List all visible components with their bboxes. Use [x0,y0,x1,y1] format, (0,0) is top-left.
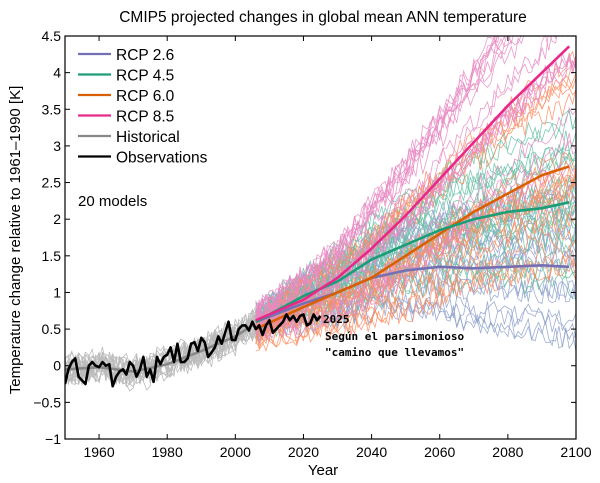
rcp-6-0-line [255,165,570,331]
plot-frame [64,35,577,440]
chart-title: CMIP5 projected changes in global mean A… [119,9,527,26]
historical-model-line [65,323,257,385]
y-tick-label: 0.5 [42,321,62,337]
x-tick-label: 2080 [492,444,523,460]
x-tick-label: 2060 [424,444,455,460]
annotation-text: "camino que llevamos" [325,346,464,359]
rcp-8-5-line [255,45,571,322]
x-tick-label: 1960 [83,444,114,460]
observations-line [65,313,322,388]
x-tick-label: 2000 [220,444,251,460]
y-axis: 4.5 4 3.5 3 2.5 2 1.5 1 0.5 0 −0.5 −1 [33,28,576,447]
y-tick-label: 1.5 [42,248,62,264]
legend-label: Observations [116,150,208,167]
y-tick-label: 2.5 [42,175,62,191]
legend-label: RCP 2.6 [116,47,174,64]
y-tick-label: 4 [53,65,61,81]
legend: RCP 2.6 RCP 4.5 RCP 6.0 RCP 8.5 Historical Ob… [78,47,208,167]
x-tick-label: 2020 [288,444,319,460]
y-tick-label: 4.5 [42,28,62,44]
ensemble-model-line [255,36,505,320]
ensemble-model-line [255,36,525,318]
model-count-note: 20 models [78,193,147,210]
ensemble-model-line [255,36,511,319]
y-tick-label: 3 [53,138,61,154]
y-tick-label: 1 [53,284,61,300]
annotations: 2025 Según el parsimonioso "camino que lle… [323,313,464,359]
ensemble-model-line [255,36,506,322]
x-tick-label: 2040 [356,444,387,460]
y-tick-label: 3.5 [42,101,62,117]
series-lines [65,45,571,388]
legend-label: RCP 8.5 [116,109,174,126]
legend-label: Historical [116,129,180,146]
ensemble-model-line [255,36,502,318]
legend-label: RCP 4.5 [116,68,174,85]
ensemble-lines [65,36,576,392]
ensemble-model-line [255,163,576,342]
rcp-2-6-line [255,264,570,323]
x-axis: 1960 1980 2000 2020 2040 2060 2080 2100 [83,36,592,460]
y-tick-label: 2 [53,211,61,227]
x-tick-label: 1980 [152,444,183,460]
y-axis-label: Temperature change relative to 1961–1990… [7,86,24,395]
legend-label: RCP 6.0 [116,88,175,105]
ensemble-model-line [255,178,576,344]
ensemble-model-line [255,257,576,352]
ensemble-model-line [255,36,522,321]
annotation-text: 2025 [323,313,350,326]
ensemble-model-line [255,36,499,318]
y-tick-label: −1 [45,431,61,447]
x-axis-label: Year [308,462,338,479]
y-tick-label: −0.5 [33,394,61,410]
x-tick-label: 2100 [560,444,591,460]
ensemble-model-line [255,60,576,321]
y-tick-label: 0 [53,358,61,374]
annotation-text: Según el parsimonioso [325,330,464,343]
